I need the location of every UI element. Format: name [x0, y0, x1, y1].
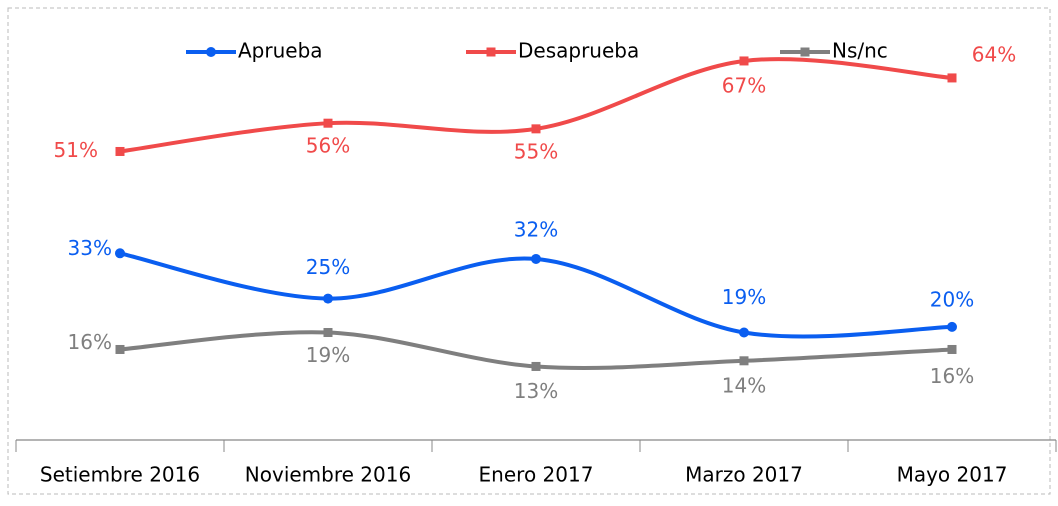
data-point: [115, 344, 125, 354]
legend-marker: [800, 47, 810, 57]
data-point: [531, 124, 541, 134]
data-label: 16%: [930, 364, 974, 388]
data-label: 25%: [306, 255, 350, 279]
data-point: [739, 327, 749, 338]
data-point: [531, 253, 541, 264]
data-label: 19%: [722, 285, 766, 309]
data-point: [739, 356, 749, 366]
data-point: [947, 321, 957, 332]
data-point: [947, 73, 957, 83]
legend-label: Aprueba: [238, 39, 323, 63]
data-label: 56%: [306, 134, 350, 158]
data-label: 13%: [514, 379, 558, 403]
data-label: 20%: [930, 287, 974, 311]
data-point: [323, 328, 333, 338]
data-point: [115, 248, 125, 259]
x-tick-label: Noviembre 2016: [245, 463, 411, 487]
legend-label: Desaprueba: [518, 39, 639, 63]
data-label: 55%: [514, 139, 558, 163]
data-label: 14%: [722, 373, 766, 397]
x-tick-label: Marzo 2017: [685, 463, 803, 487]
data-point: [115, 146, 125, 156]
legend-marker: [486, 47, 496, 57]
legend-label: Ns/nc: [832, 39, 888, 63]
legend-marker: [206, 47, 216, 57]
data-label: 64%: [972, 42, 1016, 66]
data-point: [531, 361, 541, 371]
data-label: 16%: [68, 330, 112, 354]
x-tick-label: Mayo 2017: [897, 463, 1008, 487]
data-label: 51%: [54, 138, 98, 162]
chart-border: [7, 7, 1051, 495]
series-line: [119, 57, 953, 154]
series-line: [119, 251, 953, 339]
data-label: 32%: [514, 217, 558, 241]
data-label: 19%: [306, 343, 350, 367]
data-point: [323, 118, 333, 128]
data-label: 67%: [722, 73, 766, 97]
data-point: [739, 56, 749, 66]
data-label: 33%: [68, 236, 112, 260]
x-tick-label: Setiembre 2016: [40, 463, 200, 487]
data-point: [323, 293, 333, 304]
data-point: [947, 344, 957, 354]
x-tick-label: Enero 2017: [479, 463, 594, 487]
